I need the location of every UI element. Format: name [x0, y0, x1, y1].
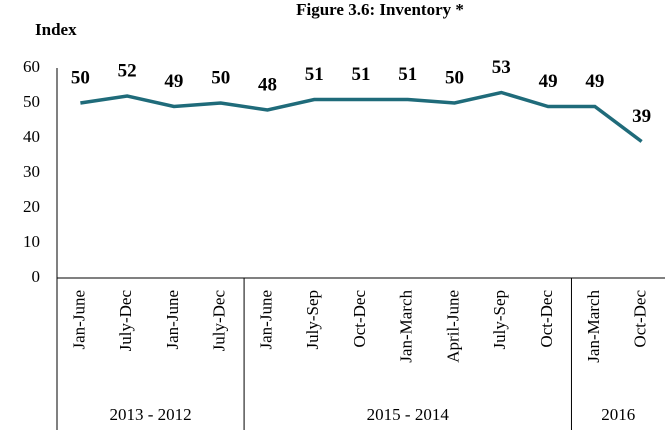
y-axis-label: Index — [35, 20, 77, 39]
y-tick-label: 0 — [32, 267, 41, 286]
data-label: 52 — [118, 60, 137, 81]
x-tick-label: Jan-March — [397, 290, 416, 363]
data-label: 51 — [398, 64, 417, 85]
y-tick-label: 40 — [23, 127, 40, 146]
x-tick-label: Oct-Dec — [537, 290, 556, 348]
y-tick-label: 50 — [23, 92, 40, 111]
data-label: 50 — [211, 67, 230, 88]
data-label: 49 — [539, 71, 558, 92]
x-tick-label: July-Dec — [116, 290, 135, 352]
x-tick-label: Jan-June — [163, 290, 182, 349]
data-label: 50 — [445, 67, 464, 88]
data-label: 39 — [632, 106, 651, 127]
group-label: 2016 — [601, 405, 635, 424]
data-label: 51 — [305, 64, 324, 85]
x-tick-label: Jan-June — [69, 290, 88, 349]
x-tick-label: July-Sep — [303, 290, 322, 350]
y-tick-label: 60 — [23, 57, 40, 76]
y-tick-label: 10 — [23, 232, 40, 251]
x-tick-label: July-Sep — [490, 290, 509, 350]
x-tick-label: April-June — [443, 290, 462, 363]
group-label: 2013 - 2012 — [109, 405, 191, 424]
data-label: 53 — [492, 57, 511, 78]
x-tick-label: July-Dec — [210, 290, 229, 352]
y-tick-label: 30 — [23, 162, 40, 181]
group-label: 2015 - 2014 — [367, 405, 450, 424]
data-label: 48 — [258, 74, 277, 95]
data-label: 50 — [71, 67, 90, 88]
y-tick-label: 20 — [23, 197, 40, 216]
x-tick-label: Oct-Dec — [631, 290, 650, 348]
data-line — [80, 90, 643, 143]
data-label: 51 — [352, 64, 371, 85]
data-label: 49 — [164, 71, 183, 92]
x-tick-label: Oct-Dec — [350, 290, 369, 348]
x-tick-label: Jan-June — [256, 290, 275, 349]
chart-title: Figure 3.6: Inventory * — [296, 0, 464, 19]
x-tick-label: Jan-March — [584, 290, 603, 363]
data-label: 49 — [585, 71, 604, 92]
